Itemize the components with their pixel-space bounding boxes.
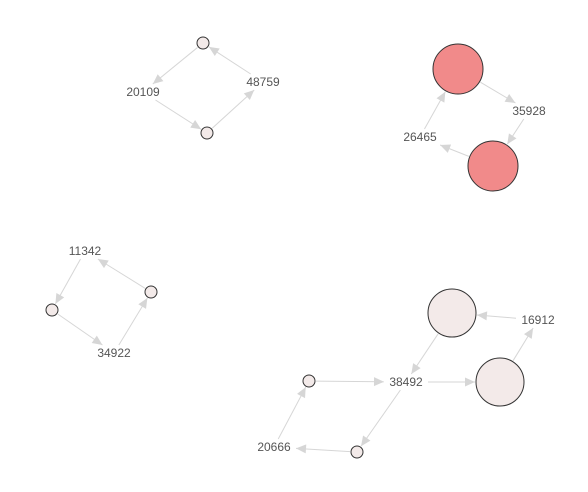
graph-node[interactable] xyxy=(200,126,214,140)
edge-38492-n4d xyxy=(360,389,401,447)
node-label[interactable]: 38492 xyxy=(389,375,423,389)
node-label[interactable]: 26465 xyxy=(403,130,437,144)
edge-layer xyxy=(54,46,534,454)
arrowhead-icon xyxy=(373,377,384,387)
graph-node[interactable] xyxy=(196,36,210,50)
node-label[interactable]: 48759 xyxy=(246,75,280,89)
arrowhead-icon xyxy=(436,91,446,103)
arrowhead-icon xyxy=(361,435,371,447)
arrowhead-icon xyxy=(440,144,452,153)
arrowhead-icon xyxy=(465,377,475,387)
graph-node[interactable] xyxy=(302,374,316,388)
arrowhead-icon xyxy=(97,259,109,269)
arrowhead-icon xyxy=(55,292,65,304)
arrowhead-icon xyxy=(411,363,421,374)
label-layer: 20109 48759 35928 26465 11342 34922 16912 38492… xyxy=(69,75,555,454)
arrowhead-icon xyxy=(297,387,306,399)
node-label[interactable]: 35928 xyxy=(512,104,546,118)
arrowhead-icon xyxy=(190,120,202,130)
graph-node[interactable] xyxy=(432,43,484,95)
arrowhead-icon xyxy=(208,46,220,57)
node-layer xyxy=(45,36,525,459)
graph-node[interactable] xyxy=(475,357,525,407)
graph-node[interactable] xyxy=(467,140,519,192)
graph-node[interactable] xyxy=(45,303,59,317)
node-label[interactable]: 16912 xyxy=(521,313,555,327)
edge-n4c-38492 xyxy=(315,380,385,383)
arrowhead-icon xyxy=(138,297,148,309)
node-label[interactable]: 20666 xyxy=(257,440,291,454)
arrowhead-icon xyxy=(152,74,164,84)
arrowhead-icon xyxy=(507,133,517,145)
arrowhead-icon xyxy=(296,444,307,454)
node-label[interactable]: 11342 xyxy=(69,244,102,258)
arrowhead-icon xyxy=(91,335,103,345)
arrowhead-icon xyxy=(524,328,534,339)
node-label[interactable]: 34922 xyxy=(97,346,131,360)
graph-node[interactable] xyxy=(350,445,364,459)
arrowhead-icon xyxy=(504,94,516,103)
arrowhead-icon xyxy=(243,90,255,101)
graph-node[interactable] xyxy=(427,288,477,338)
arrowhead-icon xyxy=(476,311,488,321)
node-label[interactable]: 20109 xyxy=(126,85,160,99)
graph-node[interactable] xyxy=(144,285,158,299)
